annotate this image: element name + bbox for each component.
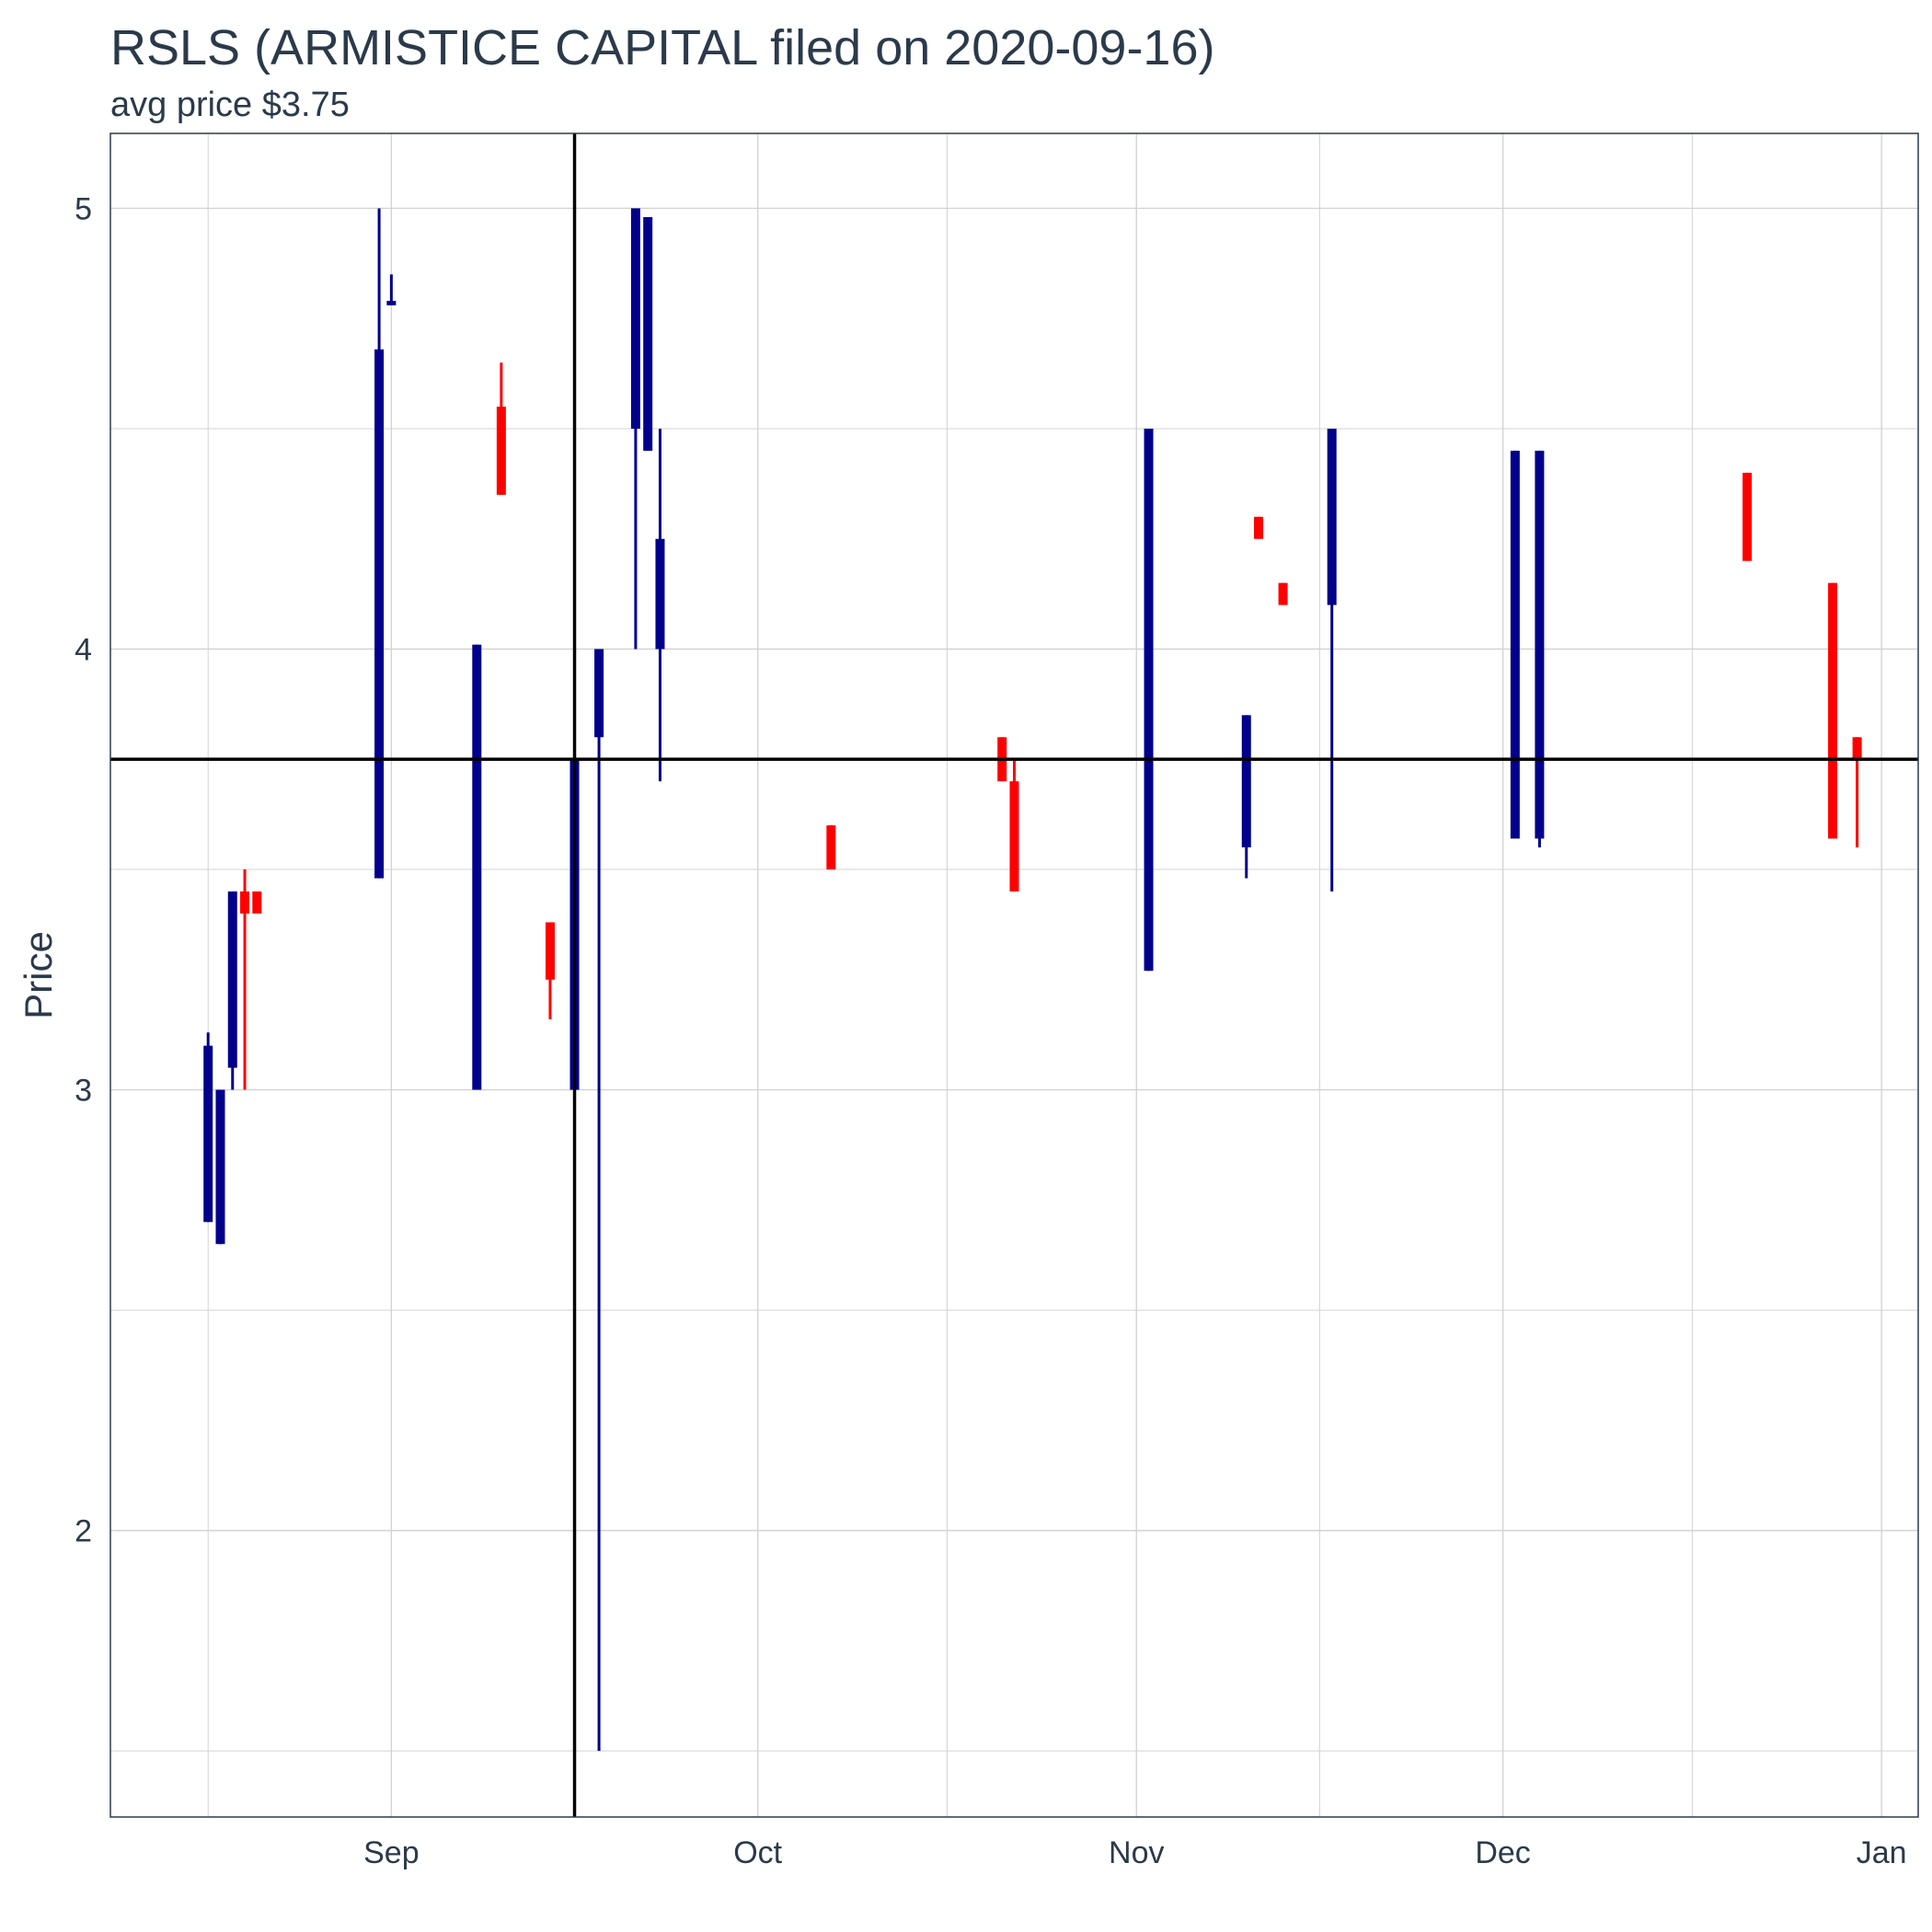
chart-title: RSLS (ARMISTICE CAPITAL filed on 2020-09… [110, 20, 1214, 75]
candle-2020-12-02 [1510, 450, 1520, 839]
candle-body [252, 891, 262, 914]
candle-body [655, 538, 665, 650]
candle-2020-08-31 [374, 208, 385, 879]
candle-body [1510, 450, 1520, 839]
y-tick-label: 2 [75, 1514, 92, 1549]
candle-2020-08-21 [252, 891, 262, 914]
y-tick-label: 4 [75, 632, 92, 667]
candle-body [1327, 428, 1337, 605]
candle-body [386, 301, 397, 305]
x-axis-ticks: Sep Oct Nov Dec Jan [363, 1835, 1906, 1870]
candle-2020-08-19 [227, 891, 237, 1090]
x-tick-label: Jan [1857, 1835, 1907, 1870]
candle-2020-11-17 [1327, 428, 1337, 891]
candle-body [240, 891, 250, 914]
candle-body [1278, 582, 1288, 605]
candle-body [545, 922, 555, 980]
candle-2020-09-22 [643, 217, 653, 451]
candle-body [203, 1045, 213, 1223]
candle-body [1742, 472, 1753, 561]
y-tick-label: 5 [75, 191, 92, 226]
x-tick-label: Dec [1475, 1835, 1530, 1870]
candle-2020-09-10 [496, 362, 506, 495]
candle-2020-11-02 [1144, 428, 1154, 972]
candle-body [594, 649, 604, 738]
y-axis-title: Price [17, 931, 60, 1019]
candle-body [1852, 737, 1862, 760]
candle-2020-11-13 [1278, 582, 1288, 605]
candle-2020-12-04 [1535, 450, 1545, 848]
candle-2020-09-08 [472, 644, 482, 1090]
candle-body [1241, 715, 1251, 848]
candle-body [1009, 781, 1019, 891]
candle-2020-12-30 [1852, 737, 1862, 848]
candles [203, 208, 1862, 1752]
candle-2020-11-10 [1241, 715, 1251, 879]
reference-lines [110, 133, 1918, 1817]
candle-2020-08-18 [215, 1089, 225, 1245]
candle-body [643, 217, 653, 451]
candle-2020-11-11 [1254, 516, 1264, 539]
candle-2020-08-20 [240, 869, 250, 1090]
candle-body [472, 644, 482, 1090]
x-tick-label: Nov [1109, 1835, 1164, 1870]
y-axis-ticks: 2 3 4 5 [75, 191, 92, 1548]
x-tick-label: Sep [363, 1835, 420, 1870]
candle-2020-09-14 [545, 922, 555, 1019]
candle-body [826, 825, 836, 870]
candle-2020-12-28 [1828, 582, 1838, 839]
y-tick-label: 3 [75, 1074, 92, 1109]
candle-body [1254, 516, 1264, 539]
x-tick-label: Oct [733, 1835, 782, 1870]
candle-body [496, 407, 506, 495]
candle-2020-09-01 [386, 274, 397, 305]
grid [110, 133, 1918, 1817]
candle-2020-08-17 [203, 1032, 213, 1223]
candle-2020-10-07 [826, 825, 836, 870]
candle-body [630, 208, 640, 429]
candle-body [227, 891, 237, 1068]
candle-body [1828, 582, 1838, 839]
candle-2020-09-21 [630, 208, 640, 650]
candle-2020-10-22 [1009, 759, 1019, 891]
candle-body [215, 1089, 225, 1245]
panel-border [109, 132, 1919, 1818]
candle-body [1144, 428, 1154, 972]
candle-2020-09-18 [594, 649, 604, 1752]
candle-body [374, 349, 385, 879]
chart-subtitle: avg price $3.75 [110, 86, 350, 124]
candle-2020-09-23 [655, 428, 665, 782]
candle-body [1535, 450, 1545, 839]
candle-2020-12-21 [1742, 472, 1753, 561]
